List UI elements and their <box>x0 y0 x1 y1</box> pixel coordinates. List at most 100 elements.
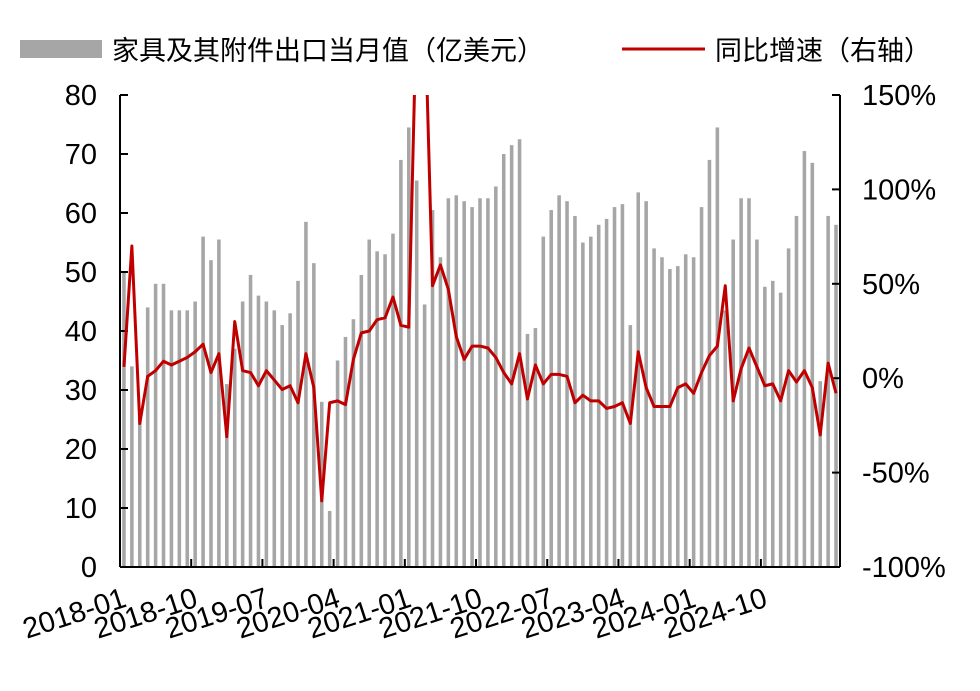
left-tick-label: 20 <box>65 434 97 466</box>
bar <box>470 207 474 567</box>
bar <box>161 283 166 567</box>
bar <box>612 207 617 567</box>
bar <box>683 254 688 568</box>
bar <box>359 274 364 567</box>
bar <box>509 145 514 567</box>
axes <box>119 94 841 568</box>
bar <box>304 221 308 567</box>
bar <box>565 201 569 567</box>
bar <box>438 257 443 567</box>
bar <box>770 280 775 567</box>
bar <box>351 319 356 567</box>
bar <box>707 159 712 567</box>
bar <box>691 257 696 567</box>
bar <box>786 248 791 567</box>
bar <box>335 360 340 567</box>
bar <box>193 301 197 567</box>
bar <box>549 210 553 568</box>
bar <box>232 348 237 567</box>
bar <box>240 301 245 567</box>
bar <box>138 416 142 567</box>
left-tick-label: 0 <box>81 552 97 584</box>
bar <box>169 310 174 567</box>
bar <box>407 127 411 567</box>
bar <box>446 198 451 567</box>
line-series-layer <box>122 95 838 503</box>
bar <box>383 254 387 568</box>
bar <box>375 251 379 567</box>
bar <box>573 215 577 567</box>
bar <box>130 366 134 567</box>
bar <box>668 269 672 567</box>
bar <box>399 159 403 567</box>
legend-line-label: 同比增速（右轴） <box>715 36 931 67</box>
bar <box>264 301 269 567</box>
bar <box>739 198 743 567</box>
bar <box>454 195 459 568</box>
bar <box>676 266 680 567</box>
bar <box>296 280 300 567</box>
bar <box>636 192 641 567</box>
bar <box>802 151 807 568</box>
left-tick-label: 70 <box>65 139 97 171</box>
right-tick-label: -50% <box>862 458 930 490</box>
bar <box>731 239 735 568</box>
right-tick-label: 0% <box>862 363 904 395</box>
bar <box>422 304 427 567</box>
bar <box>834 224 838 568</box>
bar <box>225 384 229 567</box>
bar <box>177 310 182 567</box>
bar <box>778 292 783 567</box>
bar <box>256 295 261 567</box>
bar <box>541 236 546 567</box>
bar <box>462 201 466 567</box>
bar <box>280 325 284 567</box>
bar <box>755 239 759 568</box>
bar <box>660 257 664 567</box>
bar <box>201 236 205 567</box>
right-tick-label: 50% <box>862 269 920 301</box>
left-tick-label: 80 <box>65 80 97 112</box>
bar <box>699 207 704 567</box>
right-tick-label: 100% <box>862 174 936 206</box>
legend-bar-swatch <box>20 40 102 58</box>
bar <box>145 307 150 567</box>
bar <box>153 283 158 567</box>
bar <box>818 381 822 567</box>
legend: 家具及其附件出口当月值（亿美元） 同比增速（右轴） <box>20 36 931 67</box>
bar <box>747 198 751 567</box>
tick-labels: 80706050403020100150%100%50%0%-50%-100%2… <box>19 80 946 646</box>
legend-bar-label: 家具及其附件出口当月值（亿美元） <box>112 36 544 67</box>
bar <box>826 215 830 567</box>
bar <box>391 233 395 567</box>
bar <box>763 286 767 567</box>
bar <box>486 198 490 567</box>
bar <box>628 325 633 567</box>
bar <box>272 310 277 567</box>
left-tick-label: 40 <box>65 316 97 348</box>
bar <box>122 272 126 567</box>
left-tick-label: 30 <box>65 375 97 407</box>
bar <box>794 215 799 567</box>
bar <box>501 154 506 567</box>
bar <box>414 180 419 568</box>
bar <box>209 260 213 567</box>
bar <box>327 510 332 567</box>
left-tick-label: 60 <box>65 198 97 230</box>
bar <box>604 218 609 567</box>
bar <box>723 310 728 567</box>
bar <box>343 336 348 567</box>
bar <box>185 310 190 567</box>
bar <box>367 239 372 568</box>
bar <box>217 239 221 568</box>
bar <box>478 198 482 567</box>
bar <box>620 204 625 567</box>
bar <box>557 195 561 568</box>
bar <box>312 263 316 567</box>
bar <box>494 186 498 567</box>
bar <box>525 333 530 567</box>
bar <box>810 162 815 567</box>
bar <box>288 313 292 567</box>
right-tick-label: 150% <box>862 80 936 112</box>
